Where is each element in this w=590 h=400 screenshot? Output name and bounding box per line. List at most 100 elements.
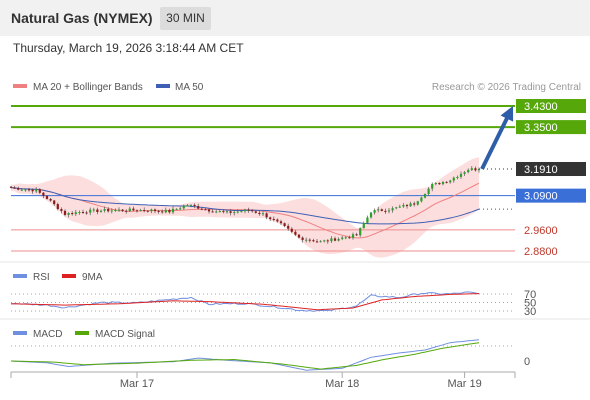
candle-down — [125, 210, 128, 212]
candle-down — [272, 219, 275, 220]
candle-down — [355, 234, 358, 236]
candle-down — [193, 204, 196, 207]
candle-up — [416, 201, 419, 205]
candle-up — [369, 212, 373, 218]
candle-up — [359, 228, 362, 236]
x-tick-label: Mar 19 — [447, 378, 481, 390]
candle-down — [279, 221, 283, 224]
candle-down — [380, 209, 383, 211]
legend-ma50-swatch — [156, 84, 170, 88]
candle-down — [301, 237, 304, 240]
candle-up — [319, 241, 322, 243]
level-label-bg-current — [516, 162, 586, 177]
candle-up — [186, 205, 189, 207]
candle-down — [71, 213, 74, 215]
candle-up — [362, 223, 365, 228]
candle-down — [53, 200, 56, 205]
candle-down — [247, 209, 250, 211]
level-label-resistance: 3.4300 — [524, 101, 558, 113]
candle-up — [323, 240, 326, 242]
candle-down — [13, 187, 16, 189]
candle-up — [114, 210, 117, 211]
rsi-tick-label: 50 — [524, 298, 536, 310]
candle-up — [150, 209, 153, 212]
candle-up — [99, 210, 103, 212]
candle-down — [9, 186, 13, 188]
candle-down — [56, 204, 59, 210]
candle-down — [297, 234, 301, 238]
candle-up — [240, 211, 243, 213]
candle-down — [161, 211, 164, 213]
candle-down — [45, 195, 49, 199]
candle-up — [225, 211, 229, 213]
candle-down — [258, 212, 261, 214]
candle-up — [423, 194, 427, 198]
candle-down — [474, 168, 477, 171]
level-label-support: 2.9600 — [524, 225, 558, 237]
candle-down — [211, 211, 214, 213]
candle-up — [477, 169, 481, 171]
candle-up — [233, 212, 236, 214]
candle-down — [290, 228, 293, 232]
chart-header: Natural Gas (NYMEX) 30 MIN — [0, 0, 590, 36]
level-label-bg-pivot — [516, 188, 586, 203]
candle-up — [470, 168, 473, 170]
candle-up — [164, 209, 167, 213]
candle-down — [168, 209, 171, 213]
legend-rsi-ma-label: 9MA — [82, 272, 103, 283]
candle-down — [42, 192, 45, 196]
candle-up — [236, 211, 239, 213]
candle-up — [243, 209, 247, 212]
candle-up — [218, 211, 221, 213]
candle-up — [89, 209, 92, 213]
candle-down — [38, 189, 41, 193]
candle-up — [456, 177, 459, 178]
candle-down — [96, 209, 99, 212]
candle-up — [344, 237, 347, 239]
macd-signal-line — [10, 342, 480, 370]
candle-up — [337, 238, 340, 241]
forecast-arrow-shaft — [480, 114, 511, 170]
candle-up — [305, 239, 308, 241]
candle-up — [398, 206, 401, 208]
candle-down — [85, 212, 88, 214]
candle-up — [459, 173, 463, 177]
legend-macd-swatch — [13, 331, 27, 335]
candle-up — [74, 212, 77, 215]
candle-down — [146, 210, 149, 212]
candle-up — [139, 210, 142, 211]
rsi-tick-label: 30 — [524, 306, 536, 318]
candle-up — [366, 217, 369, 224]
candle-down — [348, 237, 351, 239]
candle-down — [153, 209, 157, 212]
candle-down — [135, 210, 139, 212]
legend-macd-label: MACD — [33, 329, 62, 340]
candle-up — [24, 189, 27, 191]
candle-down — [204, 209, 207, 211]
time-axis: Mar 17 Mar 18 Mar 19 — [10, 371, 516, 390]
candle-up — [395, 207, 398, 209]
candle-down — [276, 219, 279, 222]
candle-up — [189, 204, 193, 206]
price-panel: MA 20 + Bollinger Bands MA 50 Research © 2… — [0, 82, 590, 320]
level-label-current: 3.1910 — [524, 164, 558, 176]
legend-rsi-ma-swatch — [62, 274, 76, 278]
candle-down — [405, 205, 409, 207]
candle-down — [445, 181, 448, 183]
candle-up — [182, 205, 185, 209]
candle-down — [229, 211, 232, 213]
candle-down — [438, 183, 441, 185]
candle-up — [261, 213, 265, 215]
candle-down — [326, 240, 329, 242]
candle-up — [20, 189, 23, 191]
rsi-ma-line — [10, 293, 480, 311]
candle-up — [377, 209, 380, 211]
candle-up — [92, 209, 95, 211]
level-label-bg-resistance — [516, 120, 586, 135]
legend-macd-signal-label: MACD Signal — [95, 329, 155, 340]
candle-down — [27, 189, 31, 191]
timeframe-badge[interactable]: 30 MIN — [160, 7, 211, 30]
candle-down — [49, 199, 52, 201]
chart-datetime: Thursday, March 19, 2026 3:18:44 AM CET — [13, 41, 244, 55]
candle-down — [384, 210, 387, 212]
